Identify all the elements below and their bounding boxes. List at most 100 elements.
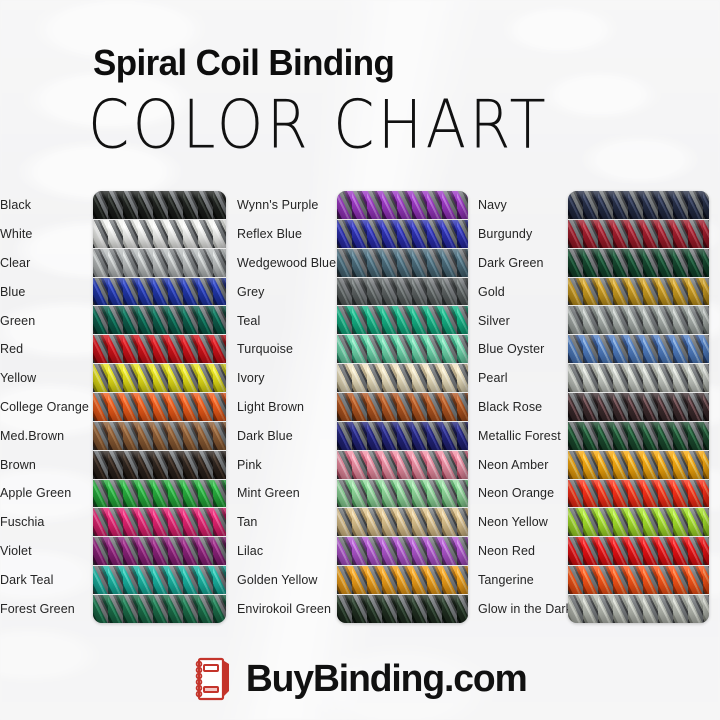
color-column-3: Navy Burgundy Dark Green Gold Silver Blue Oys… — [478, 191, 709, 623]
coil-graphic — [337, 595, 468, 623]
page-title: Spiral Coil Binding — [93, 42, 395, 83]
color-swatch-neon-amber — [568, 450, 709, 480]
color-swatch-med-brown — [93, 421, 226, 451]
color-label-golden-yellow: Golden Yellow — [237, 572, 318, 587]
coil-graphic — [568, 277, 709, 306]
color-swatch-wedgewood-blue — [337, 248, 468, 278]
coil-graphic — [337, 219, 468, 248]
coil-graphic — [93, 248, 226, 277]
color-label-med-brown: Med.Brown — [0, 428, 65, 443]
color-label-list-3: Navy Burgundy Dark Green Gold Silver Blue Oys… — [478, 191, 572, 623]
color-swatch-lilac — [337, 537, 468, 567]
color-swatch-neon-red — [568, 537, 709, 567]
color-label-list-1: Black White Clear Blue Green Red Yellow College… — [0, 191, 92, 623]
color-swatch-violet — [93, 537, 226, 567]
color-label-teal: Teal — [237, 313, 261, 328]
color-label-violet: Violet — [0, 543, 32, 558]
color-swatch-silver — [568, 306, 709, 336]
color-label-blue: Blue — [0, 284, 26, 299]
brand-name: BuyBinding.com — [245, 657, 528, 700]
color-label-mint-green: Mint Green — [237, 486, 300, 501]
color-label-green: Green — [0, 313, 36, 328]
coil-graphic — [337, 364, 468, 393]
color-label-grey: Grey — [237, 284, 265, 299]
coil-graphic — [568, 537, 709, 566]
coil-graphic — [93, 450, 226, 479]
color-swatch-pink — [337, 450, 468, 480]
coil-graphic — [93, 393, 226, 421]
color-label-fuschia: Fuschia — [0, 515, 45, 530]
coil-graphic — [337, 277, 468, 306]
color-swatch-dark-blue — [337, 421, 468, 451]
color-label-gold: Gold — [478, 284, 505, 299]
coil-graphic — [568, 450, 709, 479]
color-label-red: Red — [0, 342, 24, 357]
color-swatch-wynn-s-purple — [337, 191, 468, 220]
color-swatch-pearl — [568, 364, 709, 394]
color-label-tangerine: Tangerine — [478, 572, 534, 587]
color-label-brown: Brown — [0, 457, 36, 472]
color-label-wynn-s-purple: Wynn's Purple — [237, 198, 319, 213]
coil-graphic — [337, 479, 468, 508]
color-swatch-yellow — [93, 364, 226, 394]
coil-graphic — [568, 219, 709, 248]
color-swatch-college-orange — [93, 393, 226, 422]
color-label-list-2: Wynn's Purple Reflex Blue Wedgewood Blue Gr… — [237, 191, 336, 623]
spiral-notebook-icon — [195, 657, 229, 701]
coil-graphic — [568, 306, 709, 335]
color-swatch-clear — [93, 248, 226, 278]
color-swatch-apple-green — [93, 479, 226, 509]
color-swatch-tan — [337, 508, 468, 538]
page-subtitle: COLOR CHART — [88, 86, 550, 164]
coil-graphic — [337, 566, 468, 595]
coil-graphic — [337, 335, 468, 364]
color-swatch-gold — [568, 277, 709, 307]
color-swatch-metallic-forest — [568, 421, 709, 451]
color-swatch-grey — [337, 277, 468, 307]
color-label-dark-green: Dark Green — [478, 255, 544, 270]
coil-graphic — [93, 537, 226, 566]
color-label-ivory: Ivory — [237, 371, 265, 386]
color-column-2: Wynn's Purple Reflex Blue Wedgewood Blue Gr… — [237, 191, 468, 623]
color-label-reflex-blue: Reflex Blue — [237, 227, 303, 242]
color-swatch-mint-green — [337, 479, 468, 509]
color-swatch-envirokoil-green — [337, 595, 468, 623]
color-label-pink: Pink — [237, 457, 262, 472]
color-swatch-panel-1 — [93, 191, 226, 623]
coil-graphic — [93, 479, 226, 508]
coil-graphic — [568, 595, 709, 623]
coil-graphic — [568, 393, 709, 421]
color-swatch-fuschia — [93, 508, 226, 538]
color-label-light-brown: Light Brown — [237, 399, 305, 414]
coil-graphic — [93, 219, 226, 248]
color-label-dark-blue: Dark Blue — [237, 428, 293, 443]
color-swatch-dark-teal — [93, 566, 226, 596]
color-swatch-reflex-blue — [337, 219, 468, 249]
color-label-pearl: Pearl — [478, 371, 508, 386]
coil-graphic — [93, 364, 226, 393]
color-label-dark-teal: Dark Teal — [0, 572, 54, 587]
color-label-yellow: Yellow — [0, 371, 37, 386]
coil-graphic — [93, 566, 226, 595]
color-label-metallic-forest: Metallic Forest — [478, 428, 561, 443]
color-label-black: Black — [0, 198, 32, 213]
coil-graphic — [568, 508, 709, 537]
color-label-blue-oyster: Blue Oyster — [478, 342, 545, 357]
color-label-clear: Clear — [0, 255, 31, 270]
coil-graphic — [568, 421, 709, 450]
coil-graphic — [337, 537, 468, 566]
color-label-wedgewood-blue: Wedgewood Blue — [237, 255, 337, 270]
coil-graphic — [568, 479, 709, 508]
color-swatch-turquoise — [337, 335, 468, 365]
color-label-glow-in-the-dark: Glow in the Dark — [478, 601, 572, 616]
color-swatch-forest-green — [93, 595, 226, 623]
coil-graphic — [93, 191, 226, 219]
brand-logo[interactable]: BuyBinding.com — [0, 648, 720, 710]
coil-graphic — [568, 566, 709, 595]
color-label-neon-amber: Neon Amber — [478, 457, 549, 472]
color-label-envirokoil-green: Envirokoil Green — [237, 601, 332, 616]
coil-graphic — [93, 508, 226, 537]
color-swatch-tangerine — [568, 566, 709, 596]
color-label-black-rose: Black Rose — [478, 399, 543, 414]
color-label-burgundy: Burgundy — [478, 227, 533, 242]
